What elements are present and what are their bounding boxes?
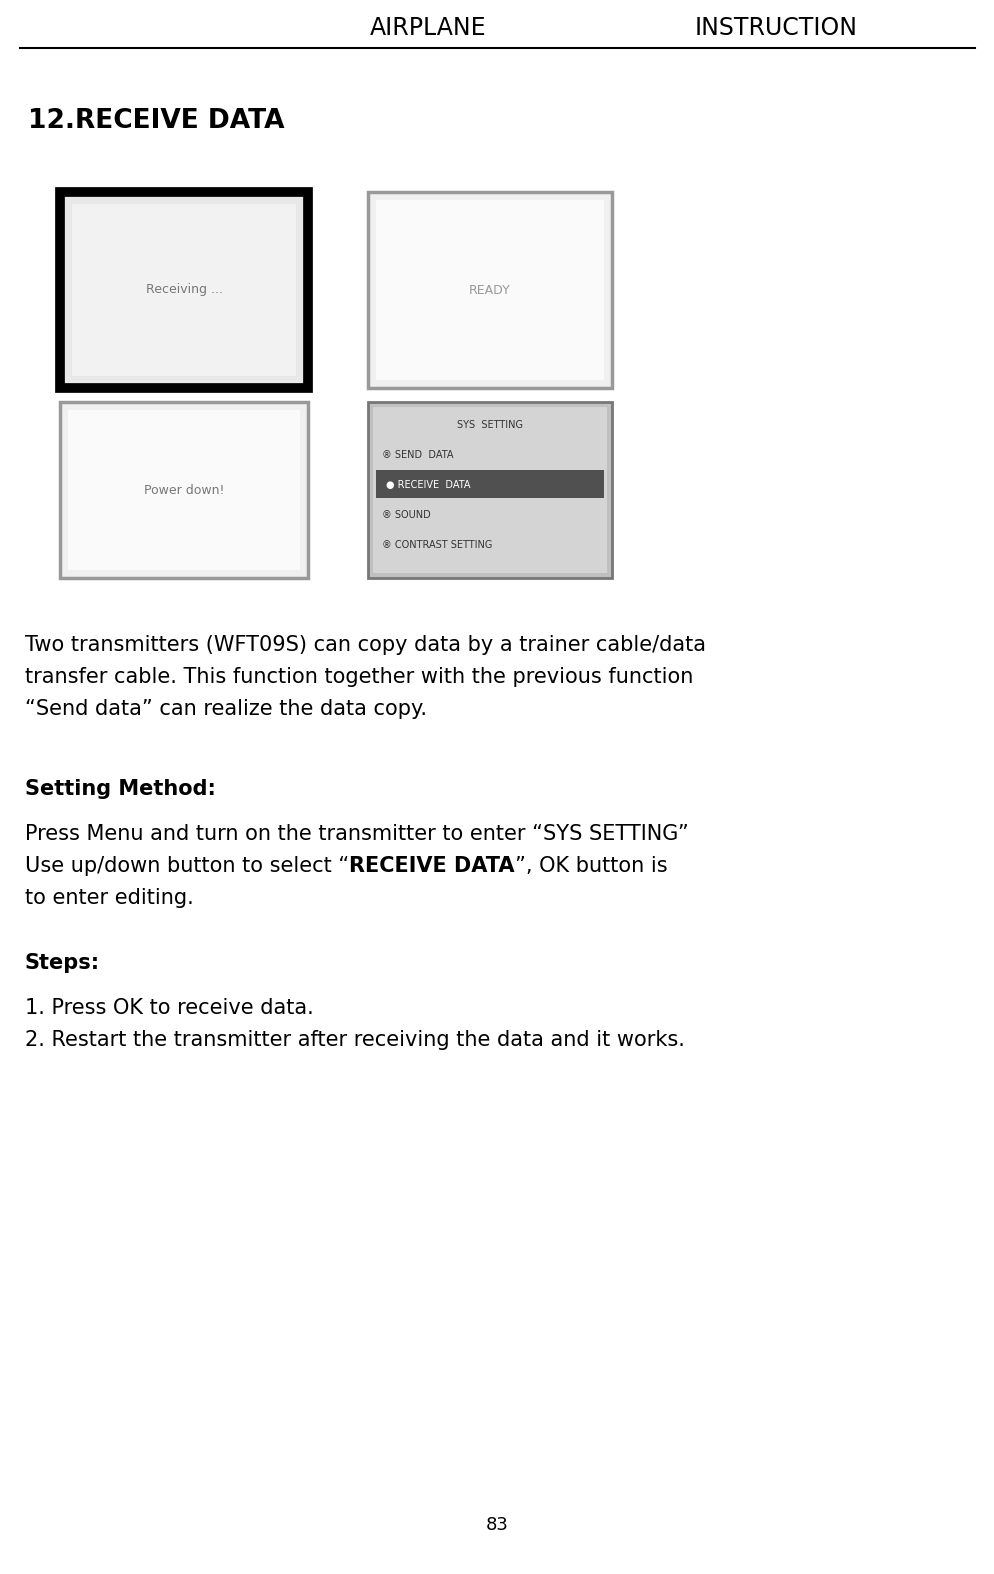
Text: READY: READY: [468, 283, 510, 296]
Bar: [373, 408, 606, 573]
Text: ® SEND  DATA: ® SEND DATA: [382, 450, 453, 460]
Text: Use up/down button to select “: Use up/down button to select “: [25, 856, 349, 877]
Text: ® SOUND: ® SOUND: [382, 510, 430, 519]
Bar: [376, 471, 603, 497]
Text: Power down!: Power down!: [143, 483, 224, 496]
Bar: [368, 192, 611, 389]
Text: AIRPLANE: AIRPLANE: [369, 16, 486, 39]
Bar: [376, 200, 603, 379]
Bar: [68, 409, 300, 570]
Bar: [60, 401, 308, 578]
Text: “Send data” can realize the data copy.: “Send data” can realize the data copy.: [25, 699, 426, 719]
Bar: [60, 192, 308, 389]
Text: 83: 83: [486, 1516, 508, 1535]
Bar: [72, 205, 295, 376]
Text: Steps:: Steps:: [25, 952, 100, 973]
Text: INSTRUCTION: INSTRUCTION: [694, 16, 857, 39]
Bar: [368, 401, 611, 578]
Text: Setting Method:: Setting Method:: [25, 779, 216, 800]
Text: 2. Restart the transmitter after receiving the data and it works.: 2. Restart the transmitter after receivi…: [25, 1029, 684, 1050]
Text: to enter editing.: to enter editing.: [25, 888, 194, 908]
Text: transfer cable. This function together with the previous function: transfer cable. This function together w…: [25, 667, 693, 686]
Text: RECEIVE DATA: RECEIVE DATA: [349, 856, 514, 877]
Text: 1. Press OK to receive data.: 1. Press OK to receive data.: [25, 998, 313, 1018]
Text: ® CONTRAST SETTING: ® CONTRAST SETTING: [382, 540, 492, 549]
Text: Two transmitters (WFT09S) can copy data by a trainer cable/data: Two transmitters (WFT09S) can copy data …: [25, 634, 706, 655]
Text: ● RECEIVE  DATA: ● RECEIVE DATA: [386, 480, 470, 490]
Text: 12.RECEIVE DATA: 12.RECEIVE DATA: [28, 109, 284, 134]
Text: SYS  SETTING: SYS SETTING: [456, 420, 523, 430]
Text: Press Menu and turn on the transmitter to enter “SYS SETTING”: Press Menu and turn on the transmitter t…: [25, 825, 688, 844]
Text: ”, OK button is: ”, OK button is: [514, 856, 667, 877]
Text: Receiving ...: Receiving ...: [145, 283, 223, 296]
